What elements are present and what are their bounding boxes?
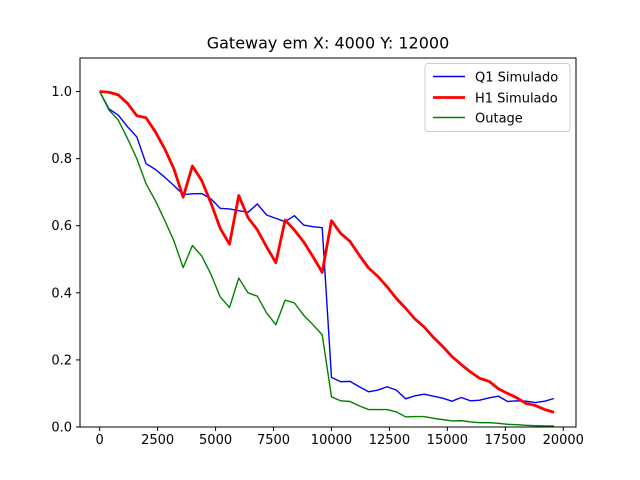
series-line-q1-simulado [99,91,555,404]
y-tick-label: 1.0 [51,85,72,100]
x-tick-label: 10000 [311,433,352,448]
y-tick-label: 0.6 [51,219,72,234]
x-tick-label: 15000 [427,433,468,448]
y-tick-label: 0.8 [51,152,72,167]
legend: Q1 Simulado H1 Simulado Outage [424,63,571,132]
series-line-outage [99,91,554,427]
plot-frame [79,57,577,428]
legend-label-q1: Q1 Simulado [475,71,558,86]
x-tick-label: 12500 [369,433,410,448]
y-tick-label: 0.0 [51,421,72,436]
x-tick-label: 20000 [543,433,584,448]
series-line-h1-simulado [99,90,555,414]
x-tick-label: 2500 [141,433,174,448]
series-layer [99,90,555,427]
chart-title: Gateway em X: 4000 Y: 12000 [207,34,450,53]
legend-box [424,63,571,132]
legend-label-outage: Outage [475,112,523,127]
y-tick-label: 0.4 [51,286,72,301]
legend-label-h1: H1 Simulado [475,92,558,107]
x-tick-label: 17500 [485,433,526,448]
x-tick-label: 0 [96,433,104,448]
x-tick-label: 5000 [199,433,232,448]
x-tick-label: 7500 [257,433,290,448]
axis-layer: 0 2500 5000 7500 10000 12500 15000 17500 20000 0.… [51,85,584,448]
y-tick-label: 0.2 [51,353,72,368]
